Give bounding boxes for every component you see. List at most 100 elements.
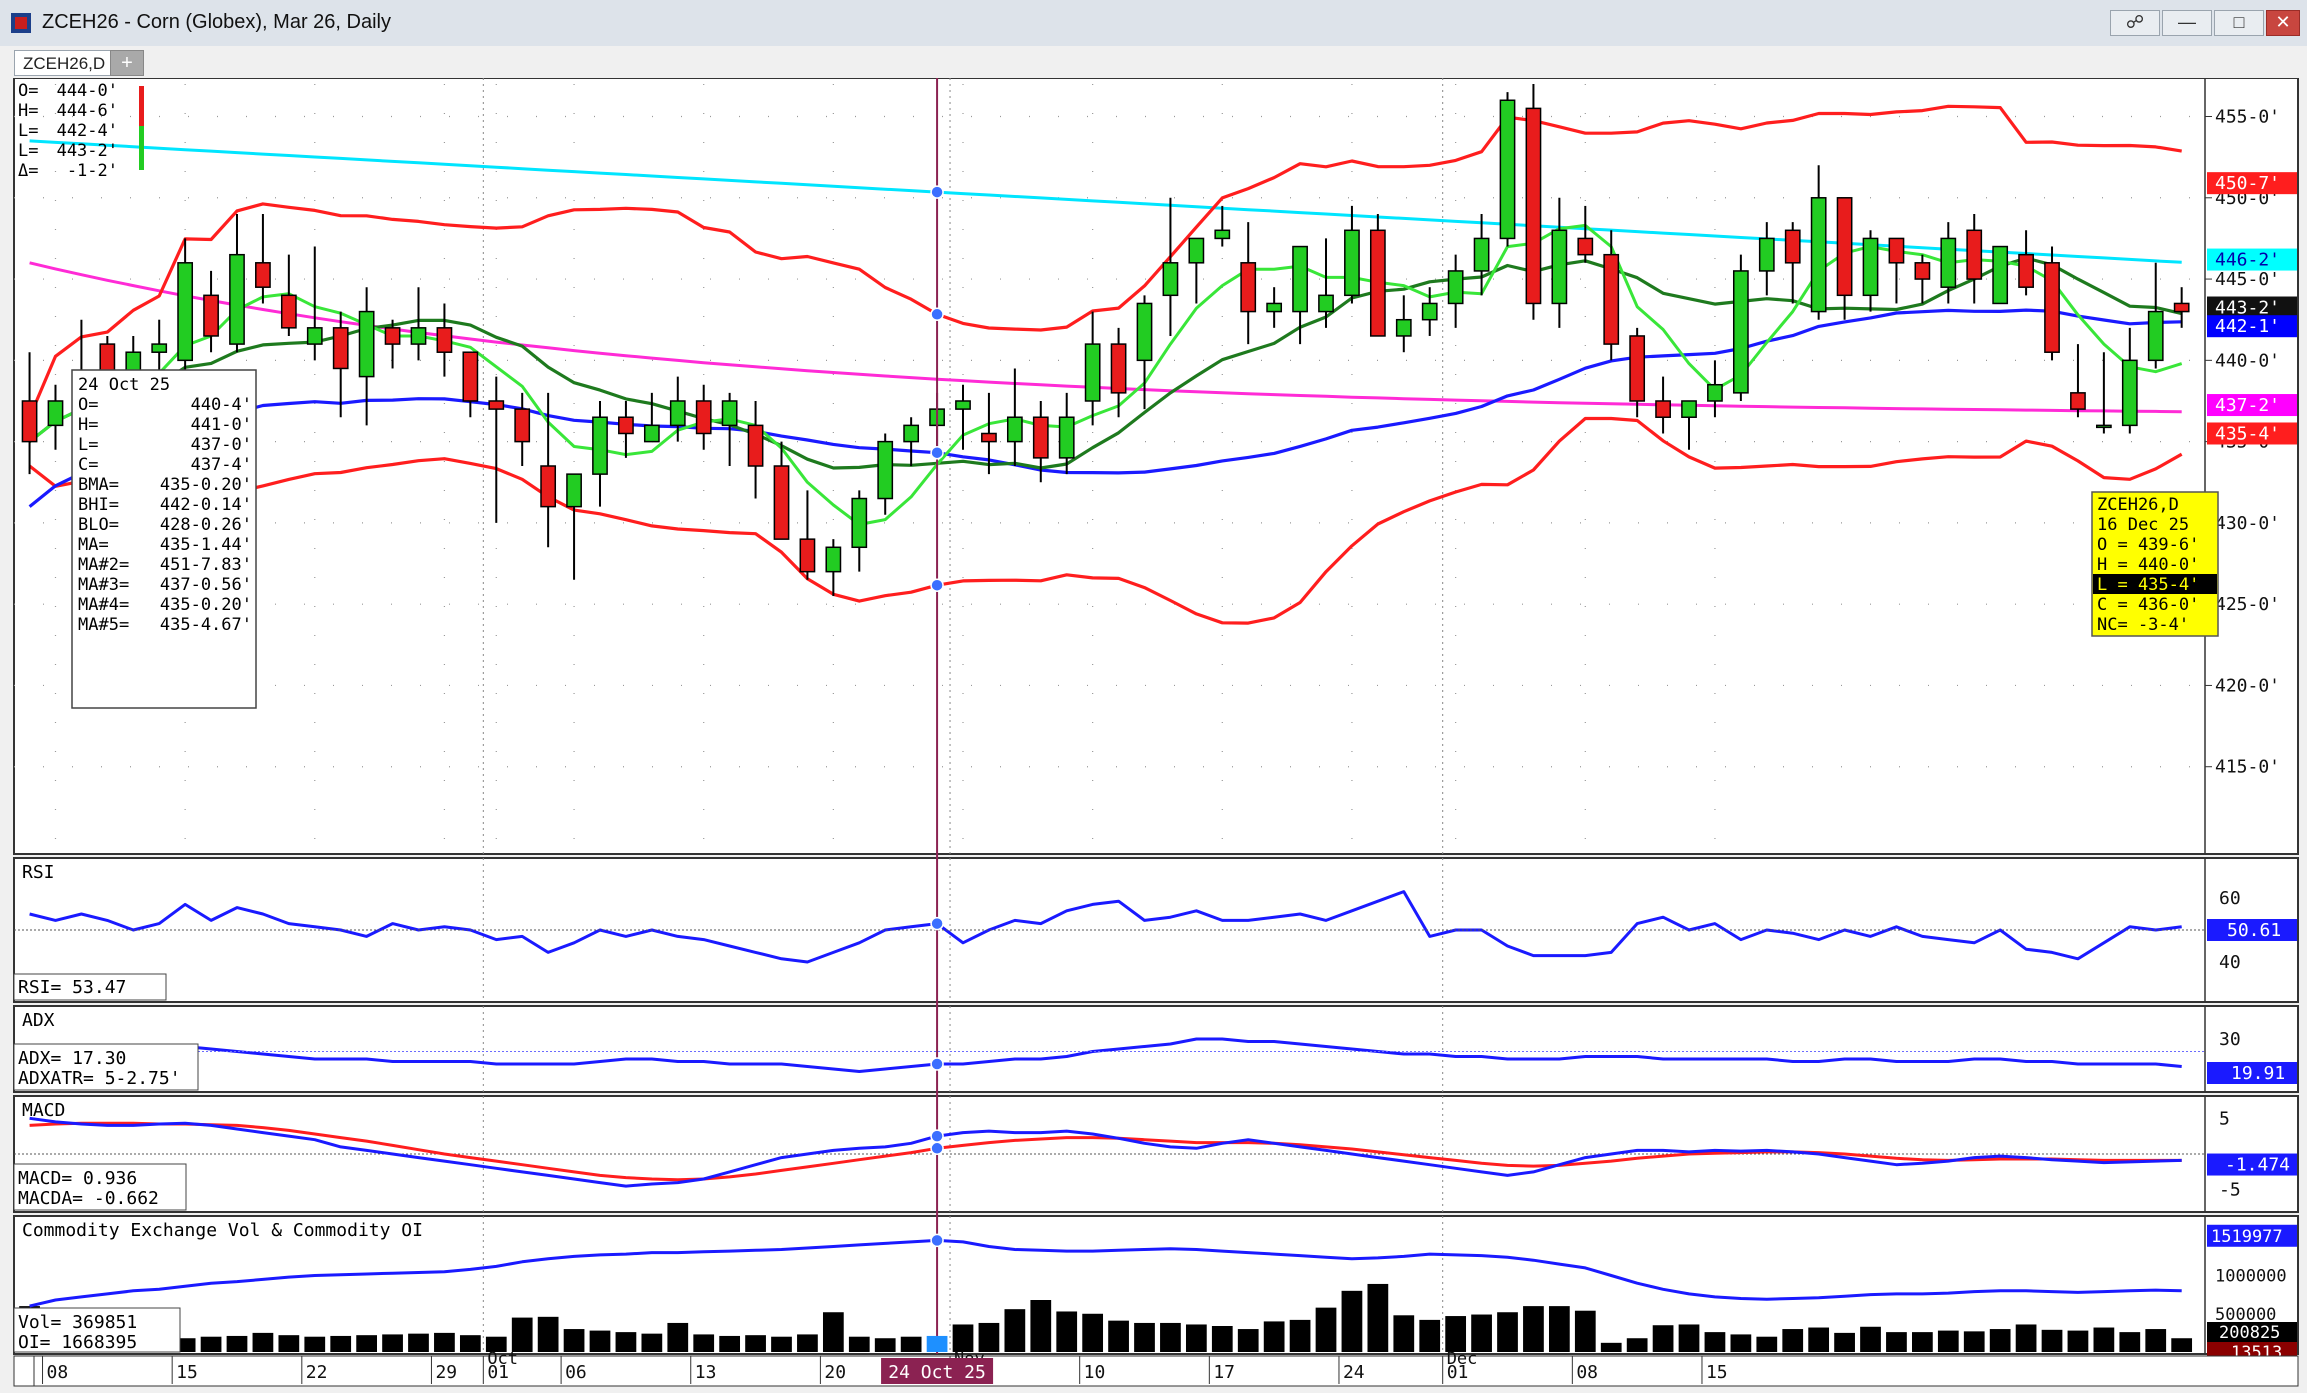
volume-bar: [356, 1335, 378, 1352]
last-bar-info-row: H = 440-0': [2097, 555, 2199, 575]
data-window-key: MA#5=: [78, 615, 129, 635]
volume-bar: [2067, 1330, 2089, 1352]
volume-bar: [1574, 1310, 1596, 1352]
volume-bar: [1704, 1332, 1726, 1352]
data-window-key: C=: [78, 455, 98, 475]
price-tick-label: 420-0': [2215, 675, 2280, 696]
ohlc-readout-key: H=: [18, 101, 38, 121]
open-interest-line: [29, 1238, 2182, 1308]
data-window-key: BMA=: [78, 475, 119, 495]
data-window-value: 437-0': [191, 435, 252, 455]
macd-axis-label: -5: [2219, 1180, 2241, 1201]
macd-line: [29, 1116, 2182, 1188]
cursor-marker: [930, 1141, 944, 1156]
candle-body: [981, 432, 997, 443]
rsi-line: [29, 890, 2182, 964]
candle-body: [203, 294, 219, 337]
add-tab-button[interactable]: +: [110, 50, 144, 76]
volume-bar: [848, 1336, 870, 1352]
ohlc-readout-value: 444-0': [57, 81, 118, 101]
volume-tag-label: 200825: [2219, 1323, 2280, 1343]
volume-bar: [1237, 1329, 1259, 1352]
maximize-button[interactable]: □: [2214, 10, 2264, 36]
candle-body: [1421, 302, 1438, 321]
date-tick-label: 08: [1576, 1362, 1598, 1383]
price-tag: [2207, 315, 2297, 338]
date-tick-label: 29: [435, 1362, 457, 1383]
volume-bar: [1497, 1312, 1518, 1352]
chart-canvas[interactable]: 455-0'450-0'445-0'440-0'435-0'430-0'425-…: [0, 78, 2307, 1393]
candle-body: [643, 424, 660, 443]
volume-bar: [511, 1317, 533, 1352]
candle-body: [514, 408, 531, 443]
candle-body: [618, 416, 634, 435]
moving-average-blue-line: [28, 308, 2182, 508]
volume-bar: [537, 1316, 559, 1352]
price-tick-label: 455-0': [2215, 107, 2280, 128]
candle-body: [306, 327, 323, 345]
price-tag-label: 443-2': [2215, 298, 2280, 319]
month-label: Dec: [1447, 1349, 1478, 1369]
volume-bar: [693, 1334, 715, 1352]
date-tick-label: 17: [1213, 1362, 1235, 1383]
mini-bar-icon: [139, 86, 144, 126]
price-tag: [2207, 248, 2297, 271]
candle-body: [1992, 245, 2009, 305]
candle-body: [1084, 343, 1101, 402]
adx-line: [29, 1037, 2182, 1073]
candle-body: [332, 327, 349, 370]
date-tick-label: 15: [176, 1362, 198, 1383]
volume-bar: [1912, 1332, 1933, 1352]
minimize-button[interactable]: —: [2162, 10, 2212, 36]
price-tag: [2207, 422, 2297, 445]
panel-adx-background: [13, 1005, 2299, 1093]
volume-bar: [382, 1334, 403, 1352]
price-tick-label: 445-0': [2215, 269, 2280, 290]
macd-axis-label: 5: [2219, 1108, 2230, 1129]
volume-bar: [1963, 1331, 1985, 1352]
volume-bar: [771, 1336, 792, 1352]
candle-body: [1214, 229, 1231, 240]
data-window-key: MA#4=: [78, 595, 129, 615]
close-button[interactable]: ✕: [2266, 10, 2300, 36]
candle-body: [773, 465, 790, 540]
price-tag-label: 435-4': [2215, 423, 2280, 444]
volume-bar: [1367, 1283, 1389, 1352]
tab-zceh26[interactable]: ZCEH26,D: [14, 50, 115, 76]
volume-axis-label: 1000000: [2215, 1267, 2287, 1287]
candle-body: [2044, 262, 2060, 353]
last-bar-info-row: O = 439-6': [2097, 535, 2199, 555]
candle-body: [1629, 335, 1646, 402]
last-bar-info-box: [2091, 491, 2219, 637]
candle-body: [2070, 392, 2086, 410]
rsi-axis-label: 60: [2219, 888, 2241, 909]
candle-body: [1473, 237, 1490, 272]
macd-tag: [2207, 1153, 2297, 1176]
last-bar-info-row: C = 436-0': [2097, 595, 2199, 615]
candle-body: [1551, 229, 1568, 305]
ohlc-readout-key: L=: [18, 121, 38, 141]
price-tag-label: 437-2': [2215, 395, 2280, 416]
link-chain-icon[interactable]: ☍: [2110, 10, 2160, 36]
volume-bar: [1860, 1326, 1881, 1352]
candle-body: [1966, 229, 1983, 280]
volume-bar: [1211, 1326, 1233, 1352]
volume-bar: [459, 1335, 481, 1352]
data-window-value: 435-0.20': [160, 475, 252, 495]
candle-body: [540, 465, 557, 508]
cursor-marker: [930, 1057, 944, 1071]
window-titlebar: ZCEH26 - Corn (Globex), Mar 26, Daily ☍ …: [0, 0, 2307, 47]
candle-body: [280, 294, 297, 329]
candle-body: [1836, 197, 1853, 297]
last-bar-info-row: L = 435-4': [2097, 575, 2199, 595]
candle-body: [1395, 318, 1412, 337]
date-tick-label: 15: [1706, 1362, 1728, 1383]
candle-body: [462, 351, 479, 402]
panel-vol-background: [13, 1215, 2299, 1355]
data-window-value: 428-0.26': [160, 515, 252, 535]
candle-body: [410, 327, 427, 345]
candle-body: [1603, 253, 1620, 345]
cursor-marker: [930, 1129, 944, 1143]
candle-body: [1810, 197, 1827, 313]
volume-bar: [1678, 1324, 1700, 1352]
